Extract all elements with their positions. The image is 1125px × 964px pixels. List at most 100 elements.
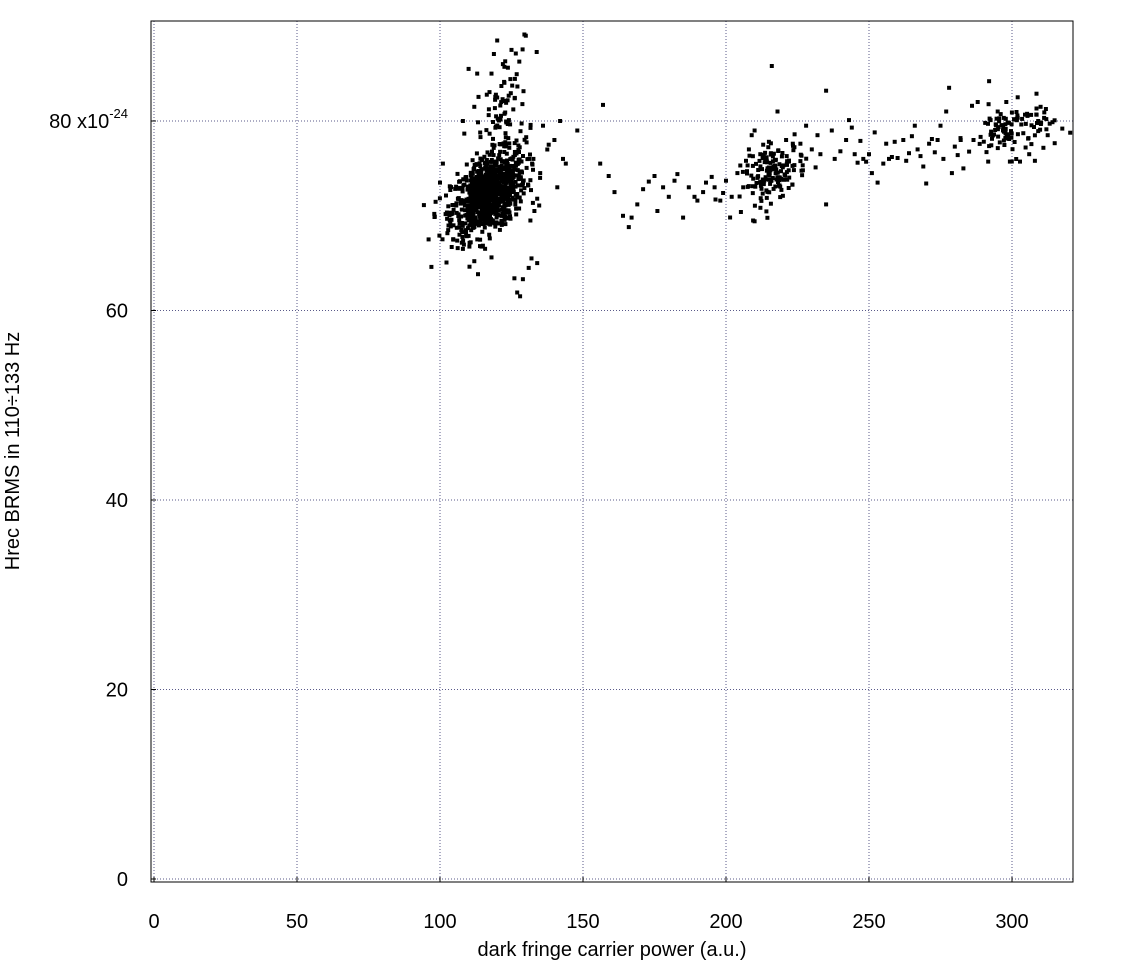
data-point	[993, 128, 998, 132]
data-point	[494, 215, 499, 220]
data-point	[517, 145, 522, 150]
data-point	[448, 221, 453, 226]
data-point	[907, 151, 911, 156]
data-point	[782, 172, 787, 177]
data-point	[771, 151, 776, 156]
data-point	[1042, 110, 1047, 115]
data-point	[470, 194, 475, 199]
data-point	[461, 242, 466, 247]
data-point	[484, 128, 489, 133]
data-point	[779, 154, 784, 159]
data-point	[512, 153, 517, 157]
data-point	[1015, 113, 1020, 118]
y-tick-label: 60	[106, 301, 128, 323]
data-point	[470, 171, 475, 175]
data-point	[738, 210, 743, 214]
data-point	[516, 160, 521, 165]
data-point	[508, 122, 513, 127]
data-point	[996, 134, 1001, 139]
y-axis-label: Hrec BRMS in 110÷133 Hz	[2, 332, 24, 570]
data-point	[762, 160, 767, 165]
data-point	[476, 172, 481, 177]
data-point	[998, 112, 1003, 117]
data-point	[749, 173, 754, 178]
data-point	[501, 194, 506, 199]
data-point	[481, 189, 486, 194]
data-point	[655, 209, 660, 213]
data-point	[987, 144, 992, 149]
data-point	[503, 183, 508, 188]
data-point	[761, 180, 766, 185]
data-point	[459, 221, 464, 225]
data-point	[1026, 136, 1031, 141]
data-point	[681, 215, 686, 220]
data-point	[858, 138, 863, 143]
data-point	[447, 213, 452, 218]
data-point	[482, 161, 487, 165]
y-tick-label: 40	[106, 490, 128, 512]
data-point	[889, 155, 894, 159]
data-point	[520, 170, 524, 175]
data-point	[487, 202, 491, 207]
data-point	[491, 136, 495, 141]
data-point	[799, 168, 804, 173]
data-point	[517, 59, 522, 64]
data-point	[474, 151, 479, 156]
data-point	[474, 162, 478, 167]
data-point	[513, 184, 518, 189]
data-point	[491, 210, 496, 215]
data-point	[947, 85, 952, 90]
data-point	[432, 215, 437, 219]
data-point	[477, 193, 481, 198]
data-point	[804, 156, 809, 161]
data-point	[444, 210, 449, 215]
data-point	[987, 116, 992, 121]
data-point	[773, 163, 778, 168]
data-point	[429, 264, 434, 269]
data-point	[552, 138, 557, 142]
data-point	[451, 223, 456, 228]
data-point	[455, 238, 460, 243]
data-point	[978, 134, 983, 139]
data-point	[909, 134, 914, 139]
data-point	[499, 113, 503, 118]
data-point	[472, 224, 476, 229]
data-point	[1006, 133, 1011, 138]
data-point	[457, 179, 462, 184]
data-point	[513, 179, 518, 184]
data-point	[464, 233, 469, 238]
data-point	[476, 223, 481, 228]
data-point	[760, 191, 765, 196]
data-point	[770, 176, 775, 180]
data-point	[488, 193, 493, 198]
data-point	[503, 110, 508, 115]
data-point	[1047, 121, 1052, 126]
data-point	[1023, 145, 1028, 150]
data-point	[767, 173, 772, 178]
data-point	[473, 193, 478, 198]
data-point	[505, 161, 510, 166]
data-point	[449, 245, 454, 249]
data-point	[483, 188, 488, 193]
data-point	[929, 137, 934, 141]
data-point	[477, 196, 482, 201]
data-point	[768, 181, 773, 186]
data-point	[535, 196, 540, 201]
data-point	[484, 221, 489, 226]
data-point	[765, 189, 770, 194]
data-point	[497, 125, 502, 130]
data-point	[505, 65, 510, 70]
data-point	[460, 119, 465, 123]
data-point	[491, 200, 496, 205]
data-point	[520, 47, 525, 52]
data-point	[478, 210, 483, 215]
data-point	[779, 187, 784, 192]
data-point	[721, 191, 726, 195]
data-point	[478, 176, 483, 181]
data-point	[473, 215, 478, 220]
data-point	[440, 161, 445, 166]
data-point	[695, 198, 700, 203]
data-point	[495, 212, 500, 217]
data-point	[750, 154, 755, 159]
data-point	[463, 208, 468, 213]
